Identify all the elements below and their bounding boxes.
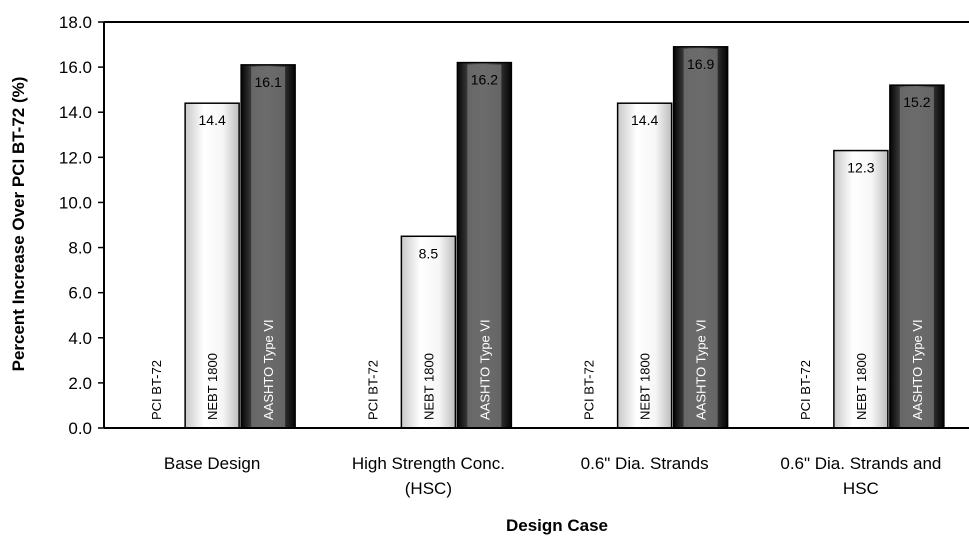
y-tick-label: 2.0 [68,374,92,393]
y-tick-label: 12.0 [59,148,92,167]
data-label: 12.3 [847,160,874,176]
y-tick-label: 14.0 [59,103,92,122]
series-label: NEBT 1800 [854,353,869,420]
series-label: AASHTO Type VI [477,319,492,420]
bar-inner-highlight [467,64,502,428]
bar-inner-highlight [683,48,718,429]
data-label: 15.2 [903,94,930,110]
bar-nebt-1800 [400,235,457,429]
category-label: (HSC) [405,479,452,498]
series-label: NEBT 1800 [421,353,436,420]
data-label: 16.1 [255,74,282,90]
category-label: 0.6" Dia. Strands [581,454,709,473]
x-axis: Base Design High Strength Conc. (HSC) 0.6" … [164,454,941,498]
series-label: NEBT 1800 [205,353,220,420]
y-tick-label: 4.0 [68,329,92,348]
bar-inner-highlight [251,66,286,428]
y-axis: 0.0 2.0 4.0 6.0 8.0 10.0 12.0 14.0 16.0 18.0 [59,13,104,438]
x-axis-title: Design Case [506,516,608,535]
y-tick-label: 6.0 [68,284,92,303]
bar-nebt-1800 [616,102,673,429]
data-label: 16.9 [687,56,714,72]
y-tick-label: 16.0 [59,58,92,77]
bars-group: PCI BT-72 14.4 NEBT 1800 16.1 AASHTO Type VI… [104,46,969,429]
data-label: 14.4 [199,112,226,128]
data-label: 14.4 [631,112,658,128]
bar-nebt-1800 [184,102,240,429]
data-label: 16.2 [471,72,498,88]
series-label: PCI BT-72 [365,360,380,420]
data-label: 8.5 [419,245,439,261]
series-label: PCI BT-72 [798,360,813,420]
y-tick-label: 18.0 [59,13,92,32]
plot-area [103,21,969,428]
category-label: High Strength Conc. [352,454,505,473]
series-label: AASHTO Type VI [910,319,925,420]
bar-nebt-1800 [833,149,889,429]
bar-inner-highlight [899,87,934,429]
y-tick-label: 0.0 [68,419,92,438]
y-tick-label: 10.0 [59,193,92,212]
series-label: AASHTO Type VI [261,319,276,420]
category-label: Base Design [164,454,260,473]
series-label: PCI BT-72 [582,360,597,420]
series-label: PCI BT-72 [149,360,164,420]
y-tick-label: 8.0 [68,239,92,258]
category-label: 0.6" Dia. Strands and [780,454,941,473]
series-label: AASHTO Type VI [694,319,709,420]
series-label: NEBT 1800 [638,353,653,420]
y-axis-title: Percent Increase Over PCI BT-72 (%) [9,77,28,372]
category-label: HSC [843,479,879,498]
